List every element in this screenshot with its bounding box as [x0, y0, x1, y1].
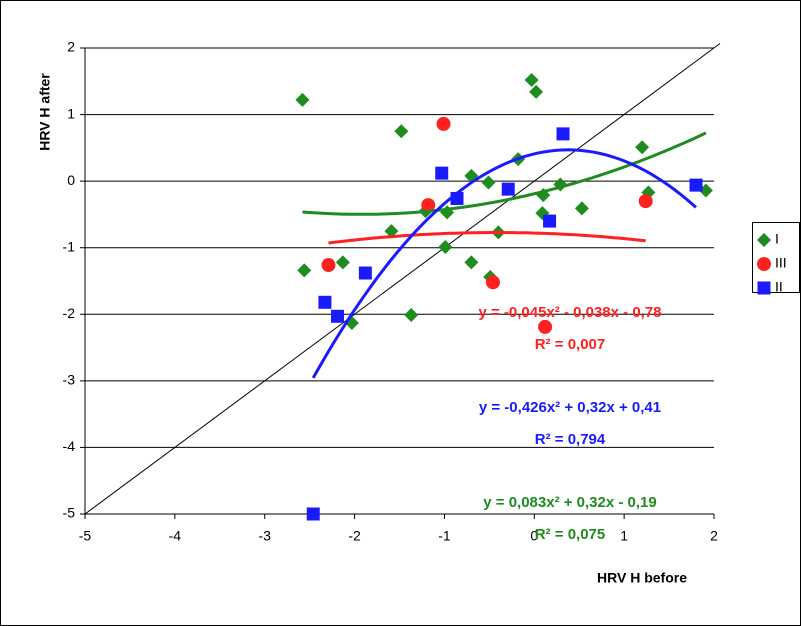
y-tick-label: -2	[63, 305, 76, 321]
data-point	[421, 198, 436, 213]
y-tick-label: 1	[67, 105, 75, 121]
trendline	[311, 148, 697, 379]
trendline-equation: y = -0,045x² - 0,038x - 0,78	[478, 304, 661, 321]
legend-label: III	[775, 255, 787, 271]
data-point	[436, 116, 451, 131]
data-point	[464, 255, 479, 270]
data-point	[394, 124, 409, 139]
trendline-r-squared: R² = 0,007	[535, 336, 605, 353]
data-point	[689, 178, 703, 192]
data-point	[318, 295, 332, 309]
legend-label: II	[775, 279, 783, 295]
data-point	[485, 275, 500, 290]
data-point	[529, 84, 544, 99]
trendline	[302, 131, 707, 216]
data-point	[638, 194, 653, 209]
y-tick-label: -5	[63, 505, 76, 521]
identity-line	[84, 43, 721, 515]
data-point	[635, 140, 650, 155]
legend-marker	[757, 257, 771, 271]
y-tick-label: 0	[67, 172, 75, 188]
y-tick-label: -4	[63, 438, 76, 454]
data-point	[306, 507, 320, 521]
x-axis-title: HRV H before	[597, 570, 687, 586]
data-point	[330, 309, 344, 323]
legend-label: I	[775, 231, 779, 247]
x-tick-label: 0	[530, 528, 538, 544]
data-point	[358, 266, 372, 280]
y-tick-label: -1	[63, 238, 76, 254]
data-point	[384, 224, 399, 239]
trendline-r-squared: R² = 0,075	[535, 526, 605, 543]
x-tick-label: 2	[710, 528, 718, 544]
x-tick-label: 1	[620, 528, 628, 544]
y-tick-label: 2	[67, 39, 75, 55]
trendline-r-squared: R² = 0,794	[535, 431, 606, 448]
data-point	[538, 319, 553, 334]
data-point	[556, 127, 570, 141]
trendline	[328, 231, 646, 245]
x-tick-label: -3	[258, 528, 271, 544]
data-point	[435, 166, 449, 180]
trendline-equation: y = 0,083x² + 0,32x - 0,19	[483, 494, 656, 511]
data-point	[574, 201, 589, 216]
data-point	[321, 258, 336, 273]
legend-marker	[757, 233, 771, 247]
y-tick-label: -3	[63, 372, 76, 388]
data-point	[297, 263, 312, 278]
x-tick-label: -5	[79, 528, 92, 544]
trendline-equation: y = -0,426x² + 0,32x + 0,41	[479, 399, 661, 416]
data-point	[524, 72, 539, 87]
x-tick-label: -1	[438, 528, 451, 544]
y-axis-title: HRV H after	[37, 73, 53, 151]
legend-box	[752, 222, 800, 293]
data-point	[481, 175, 496, 190]
data-point	[335, 255, 350, 270]
x-tick-label: -2	[348, 528, 361, 544]
legend-marker	[757, 281, 771, 295]
data-point	[543, 214, 557, 228]
data-point	[438, 240, 453, 255]
data-point	[295, 92, 310, 107]
x-tick-label: -4	[169, 528, 182, 544]
data-point	[501, 182, 515, 196]
data-point	[404, 307, 419, 322]
